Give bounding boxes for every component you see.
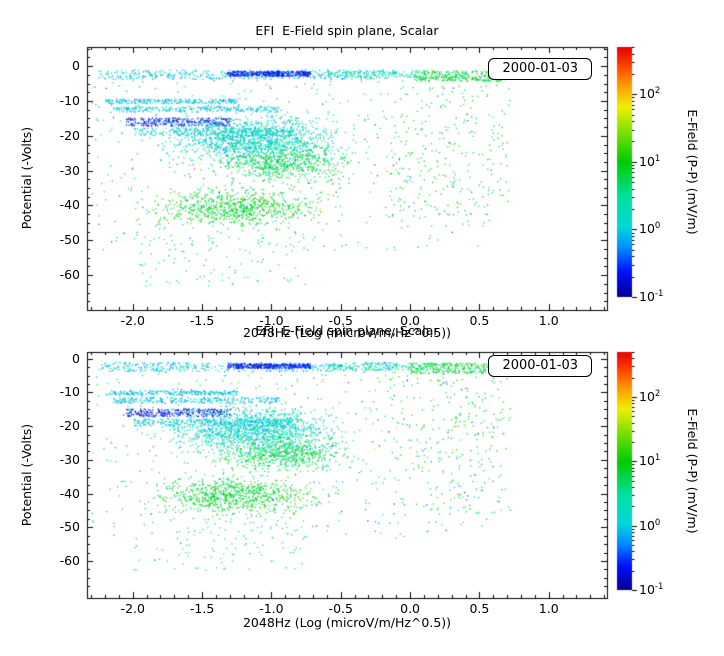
colorbar-tick-label: 100 [639,517,661,533]
y-tick-label: -30 [59,451,80,467]
x-tick-label: -1.0 [259,313,284,328]
chart2-y-axis-label: Potential (-Volts) [19,423,35,527]
x-tick-label: 1.0 [538,601,559,616]
colorbar-tick-label: 101 [639,153,661,169]
colorbar-tick-label: 10-1 [639,581,664,598]
x-tick-label: -1.0 [259,601,284,616]
colorbar-tick-label: 100 [639,221,661,237]
colorbar-tick-label: 102 [639,86,661,102]
y-tick-label: -30 [59,162,80,178]
chart1-x-axis-label: 2048Hz (Log (microV/m/Hz^0.5)) [242,325,452,340]
y-tick-label: -60 [59,553,80,569]
x-tick-label: -2.0 [120,313,145,328]
x-tick-label: 1.0 [538,313,559,328]
y-tick-label: 0 [72,350,80,366]
x-tick-label: -0.5 [328,601,353,616]
y-tick-label: -10 [59,384,80,400]
x-tick-label: -1.5 [189,313,215,328]
y-tick-label: -40 [59,197,80,213]
x-tick-label: 0.5 [469,601,490,616]
chart1-colorbar-label: E-Field (P-P) (mV/m) [684,109,700,235]
x-tick-label: 0.0 [400,313,421,328]
chart2-title: EFI E-Field spin plane, Scalar [255,323,439,338]
colorbar-tick-label: 102 [639,388,661,405]
y-tick-label: -50 [59,232,80,248]
chart1-y-axis-label: Potential (-Volts) [19,126,35,230]
x-tick-label: 0.0 [400,601,421,616]
y-tick-label: -20 [59,127,80,143]
x-tick-label: -1.5 [189,601,215,616]
y-tick-label: -20 [59,418,80,434]
y-tick-label: -10 [59,93,80,109]
y-tick-label: -50 [59,519,80,535]
y-tick-label: -40 [59,485,80,501]
colorbar-tick-label: 101 [639,453,661,469]
y-tick-label: 0 [72,58,80,74]
x-tick-label: -0.5 [328,313,353,328]
colorbar-tick-label: 10-1 [639,288,664,305]
y-tick-label: -60 [59,267,80,283]
x-tick-label: -2.0 [120,601,145,616]
chart2-x-axis-label: 2048Hz (Log (microV/m/Hz^0.5)) [242,615,452,630]
chart1-date-legend: 2000-01-03 [488,58,592,81]
chart1-title: EFI E-Field spin plane, Scalar [255,23,439,38]
chart2-colorbar-label: E-Field (P-P) (mV/m) [684,408,700,534]
x-tick-label: 0.5 [469,313,490,328]
chart2-date-legend: 2000-01-03 [488,355,592,378]
